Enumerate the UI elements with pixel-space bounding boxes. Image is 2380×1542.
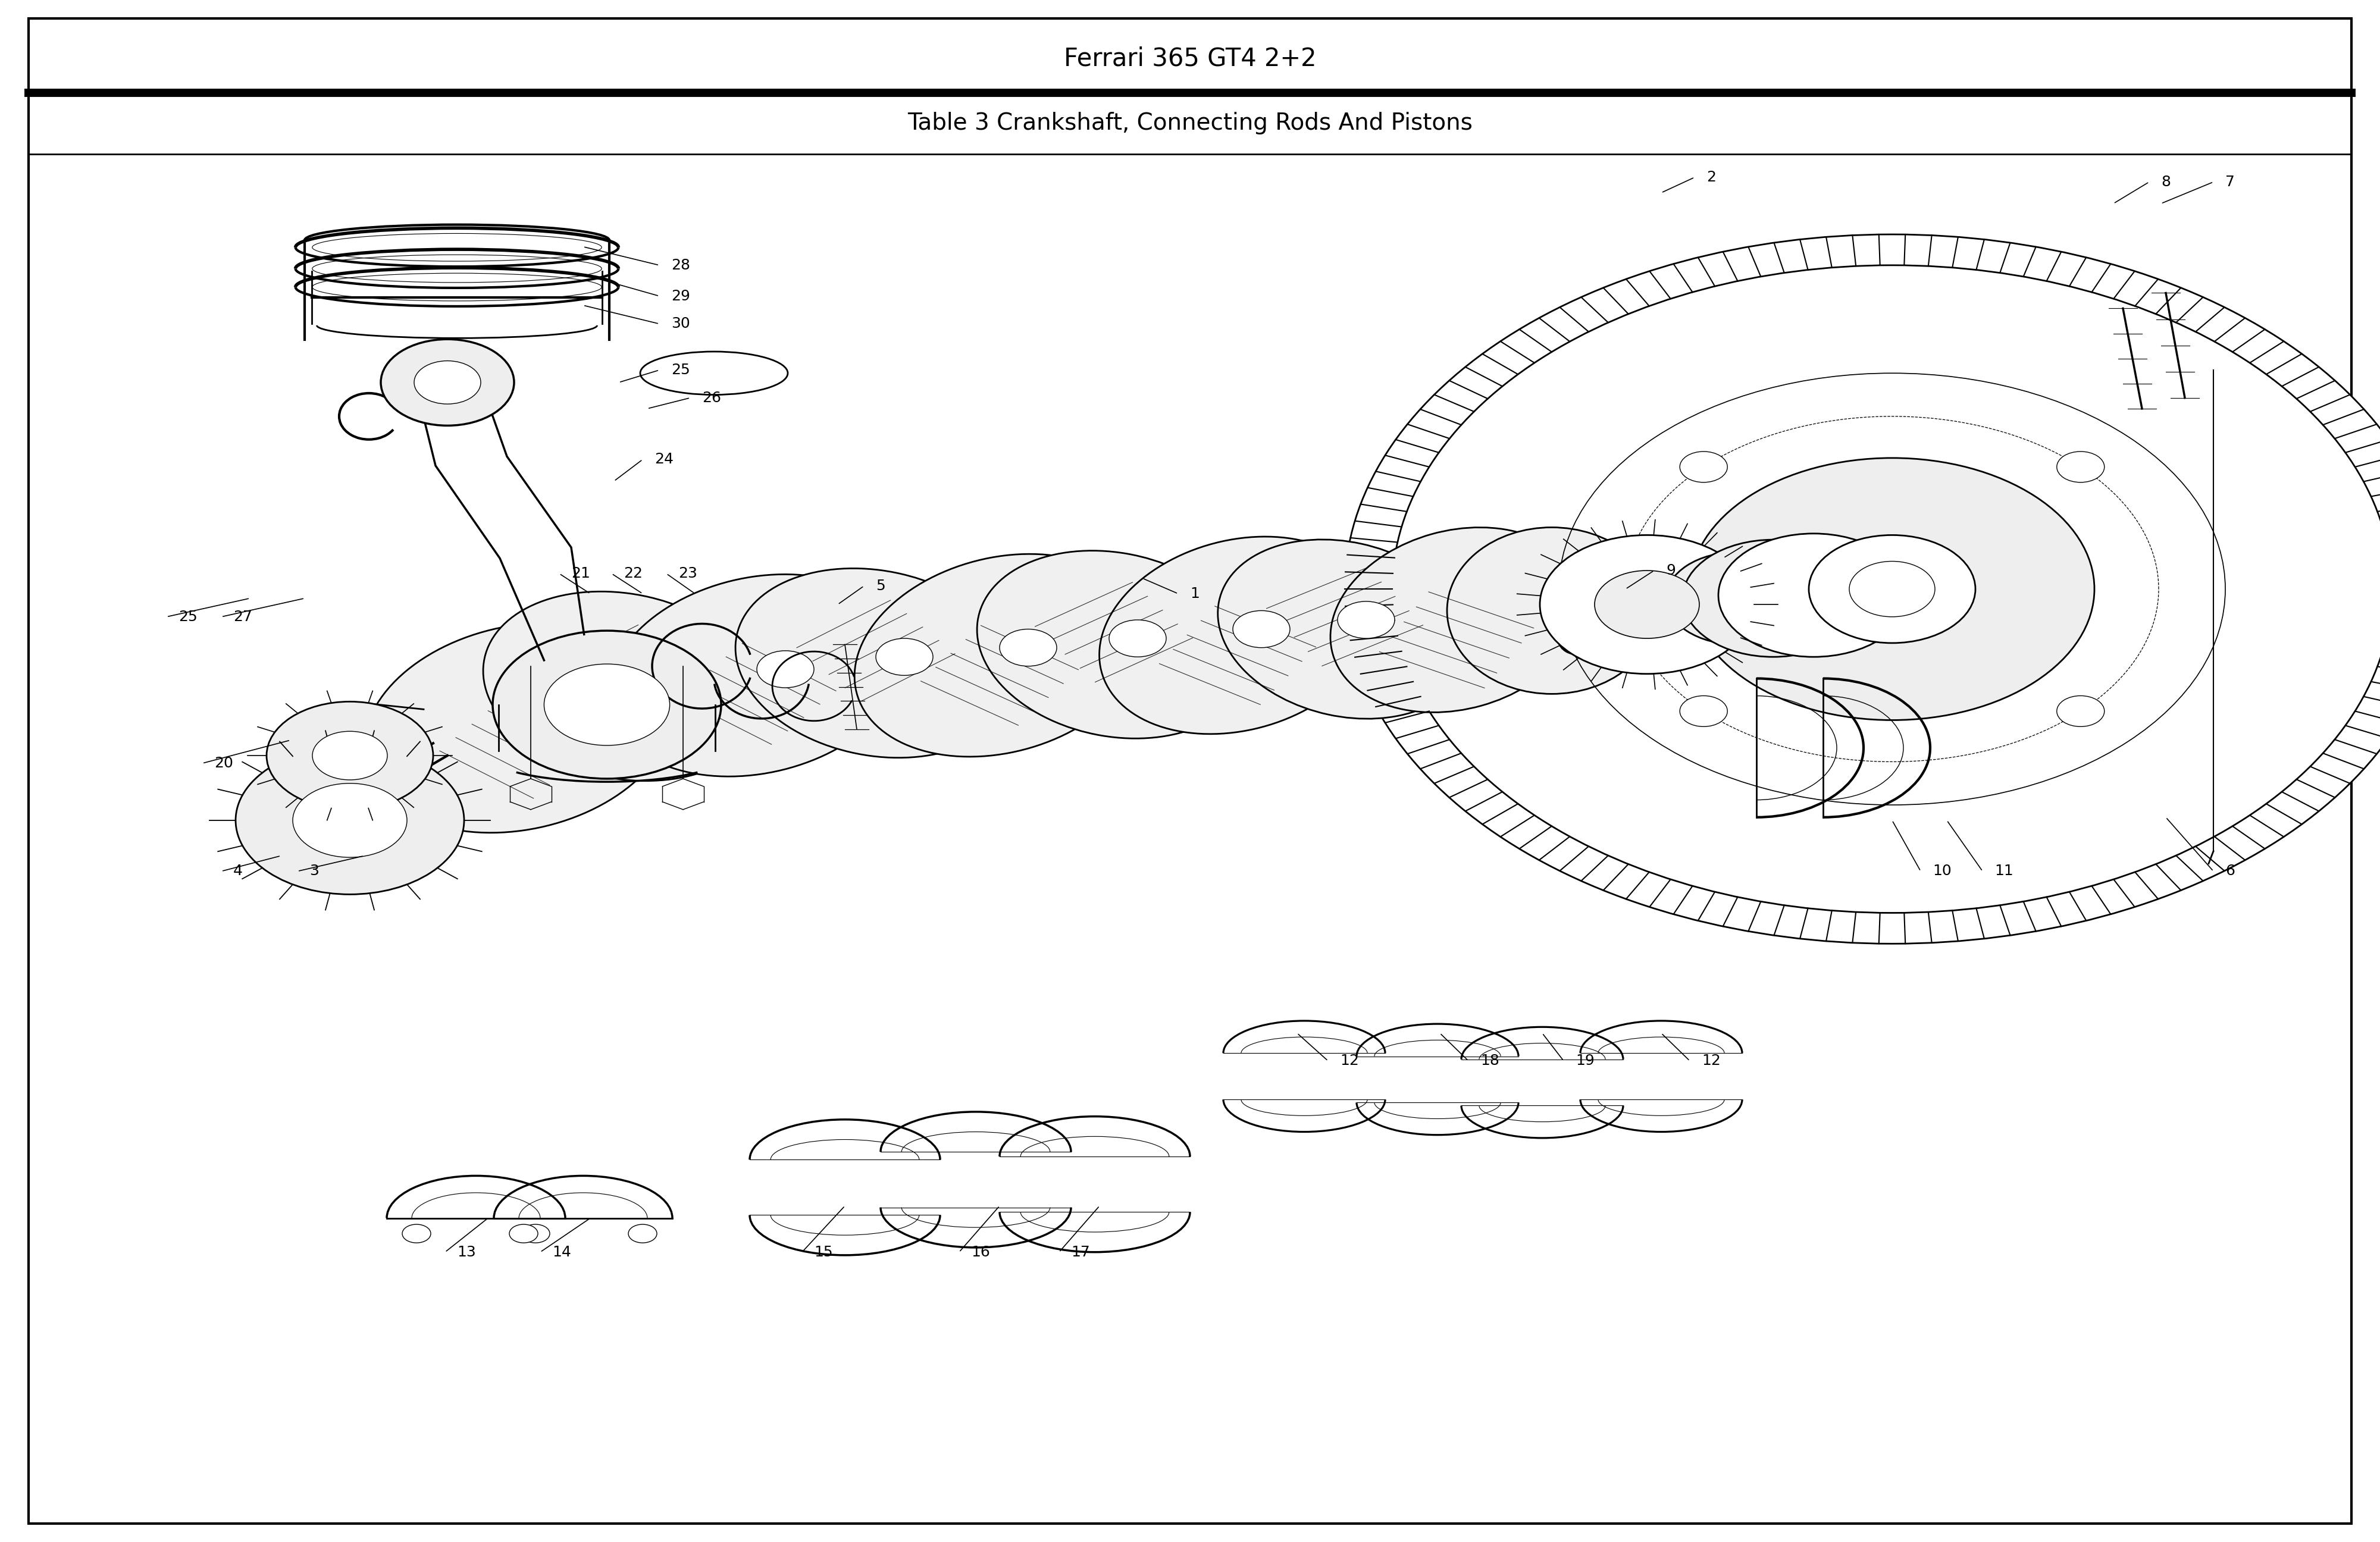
Circle shape	[493, 631, 721, 779]
Text: 4: 4	[233, 864, 243, 879]
Text: 9: 9	[1666, 563, 1676, 578]
Circle shape	[757, 651, 814, 688]
Text: 24: 24	[654, 452, 674, 467]
Circle shape	[312, 731, 388, 780]
Circle shape	[545, 665, 669, 745]
Text: 23: 23	[678, 566, 697, 581]
Circle shape	[1000, 629, 1057, 666]
Circle shape	[1595, 571, 1699, 638]
Circle shape	[1109, 620, 1166, 657]
Ellipse shape	[1557, 555, 1642, 654]
Text: 11: 11	[1994, 864, 2013, 879]
Text: Table 3 Crankshaft, Connecting Rods And Pistons: Table 3 Crankshaft, Connecting Rods And …	[907, 113, 1473, 134]
Circle shape	[1680, 695, 1728, 726]
Circle shape	[381, 339, 514, 426]
Text: 1: 1	[1190, 586, 1200, 601]
Circle shape	[1464, 311, 2320, 867]
Ellipse shape	[1100, 537, 1376, 734]
Circle shape	[1666, 552, 1809, 645]
Text: 26: 26	[702, 390, 721, 406]
Circle shape	[1809, 535, 1975, 643]
Circle shape	[267, 702, 433, 810]
Circle shape	[509, 1224, 538, 1243]
Ellipse shape	[1330, 527, 1583, 712]
Ellipse shape	[607, 574, 907, 777]
Circle shape	[1683, 540, 1864, 657]
Ellipse shape	[364, 623, 674, 833]
Text: 29: 29	[671, 288, 690, 304]
Ellipse shape	[1219, 540, 1471, 719]
Circle shape	[628, 1224, 657, 1243]
Text: 25: 25	[671, 362, 690, 378]
Text: 7: 7	[2225, 174, 2235, 190]
Circle shape	[402, 1224, 431, 1243]
Text: Ferrari 365 GT4 2+2: Ferrari 365 GT4 2+2	[1064, 46, 1316, 71]
Text: 16: 16	[971, 1244, 990, 1260]
Text: 8: 8	[2161, 174, 2171, 190]
Circle shape	[414, 361, 481, 404]
Text: 30: 30	[671, 316, 690, 332]
Circle shape	[1392, 265, 2380, 913]
Text: 19: 19	[1576, 1053, 1595, 1069]
Ellipse shape	[1447, 527, 1656, 694]
Circle shape	[1540, 535, 1754, 674]
Text: 6: 6	[2225, 864, 2235, 879]
Text: 13: 13	[457, 1244, 476, 1260]
Circle shape	[2056, 452, 2104, 483]
Text: 3: 3	[309, 864, 319, 879]
Text: 21: 21	[571, 566, 590, 581]
Ellipse shape	[483, 592, 764, 780]
Text: 20: 20	[214, 756, 233, 771]
Circle shape	[1718, 534, 1909, 657]
Text: 22: 22	[624, 566, 643, 581]
Circle shape	[626, 660, 683, 697]
Circle shape	[1233, 611, 1290, 648]
Text: 27: 27	[233, 609, 252, 625]
Circle shape	[236, 746, 464, 894]
Circle shape	[876, 638, 933, 675]
Circle shape	[1338, 601, 1395, 638]
Circle shape	[2056, 695, 2104, 726]
Ellipse shape	[735, 569, 1016, 757]
Text: 14: 14	[552, 1244, 571, 1260]
Circle shape	[1345, 234, 2380, 944]
Text: 10: 10	[1933, 864, 1952, 879]
Circle shape	[1849, 561, 1935, 617]
Text: 18: 18	[1480, 1053, 1499, 1069]
Circle shape	[521, 1224, 550, 1243]
Text: 5: 5	[876, 578, 885, 594]
Circle shape	[1680, 452, 1728, 483]
Text: 17: 17	[1071, 1244, 1090, 1260]
Circle shape	[519, 686, 576, 723]
Text: 15: 15	[814, 1244, 833, 1260]
Circle shape	[293, 783, 407, 857]
Text: 25: 25	[178, 609, 198, 625]
Ellipse shape	[854, 554, 1145, 757]
Text: 28: 28	[671, 258, 690, 273]
Text: 12: 12	[1340, 1053, 1359, 1069]
Text: 2: 2	[1706, 170, 1716, 185]
Circle shape	[1690, 458, 2094, 720]
Ellipse shape	[978, 550, 1250, 739]
Text: 12: 12	[1702, 1053, 1721, 1069]
FancyBboxPatch shape	[1795, 558, 1852, 646]
